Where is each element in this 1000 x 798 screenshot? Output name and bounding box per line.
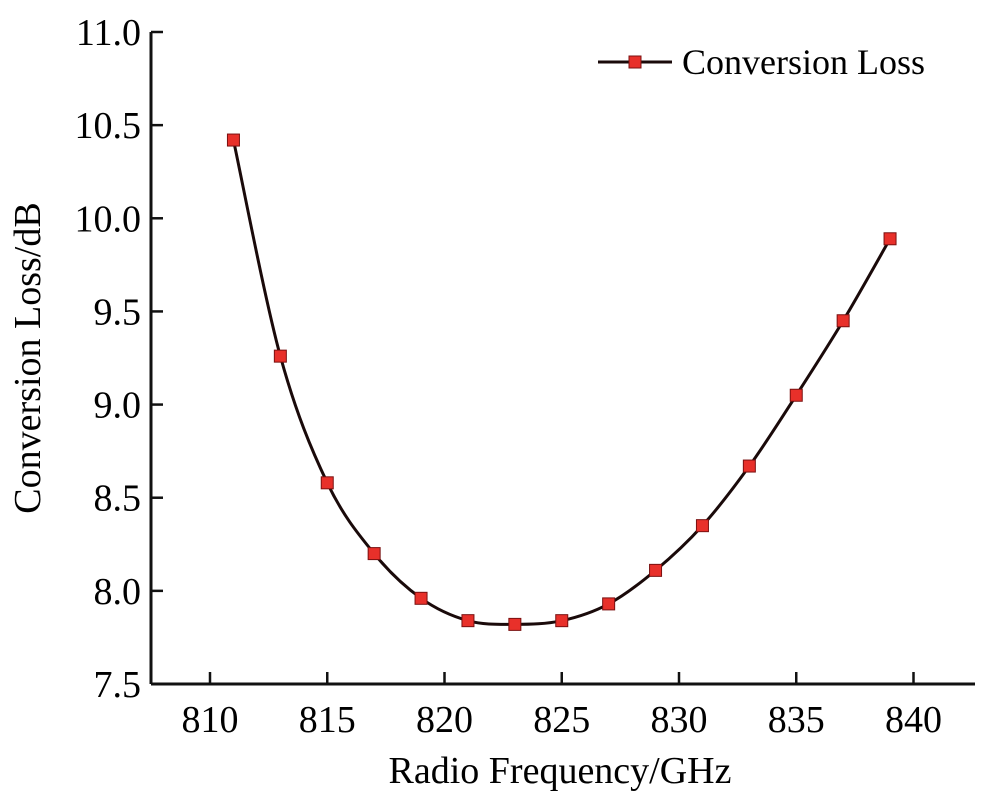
data-point: [602, 597, 616, 611]
legend-marker: [628, 55, 642, 69]
data-point: [789, 388, 803, 402]
x-tick-label: 810: [182, 699, 239, 741]
y-tick-label: 10.5: [75, 105, 142, 147]
data-point: [836, 314, 850, 328]
data-point: [555, 614, 569, 628]
x-axis-label: Radio Frequency/GHz: [389, 750, 732, 792]
x-tick-label: 820: [416, 699, 473, 741]
data-point: [226, 133, 240, 147]
data-point: [414, 591, 428, 605]
x-tick-label: 835: [768, 699, 825, 741]
data-point: [320, 476, 334, 490]
data-point: [273, 349, 287, 363]
data-point: [367, 547, 381, 561]
x-tick-label: 830: [651, 699, 708, 741]
series-line: [231, 139, 892, 626]
marks: [226, 133, 897, 631]
y-tick-label: 11.0: [76, 12, 141, 54]
y-tick-label: 8.5: [94, 478, 142, 520]
data-point: [883, 232, 897, 246]
axes: 810 815 820 825 830 835 840 7.5 8.0 8.5 9.0 9.5 10.0…: [75, 12, 975, 741]
y-tick-label: 9.0: [94, 385, 142, 427]
y-tick-label: 9.5: [94, 291, 142, 333]
data-point: [461, 614, 475, 628]
legend-label: Conversion Loss: [682, 42, 925, 82]
data-point: [649, 563, 663, 577]
data-point: [695, 519, 709, 533]
data-point: [508, 617, 522, 631]
y-axis-label: Conversion Loss/dB: [7, 202, 49, 513]
x-tick-label: 815: [299, 699, 356, 741]
x-tick-label: 825: [533, 699, 590, 741]
data-point: [742, 459, 756, 473]
y-tick-label: 8.0: [94, 571, 142, 613]
legend: Conversion Loss: [598, 42, 925, 82]
y-tick-label: 10.0: [75, 198, 142, 240]
y-tick-label: 7.5: [94, 664, 142, 706]
x-tick-label: 840: [885, 699, 942, 741]
